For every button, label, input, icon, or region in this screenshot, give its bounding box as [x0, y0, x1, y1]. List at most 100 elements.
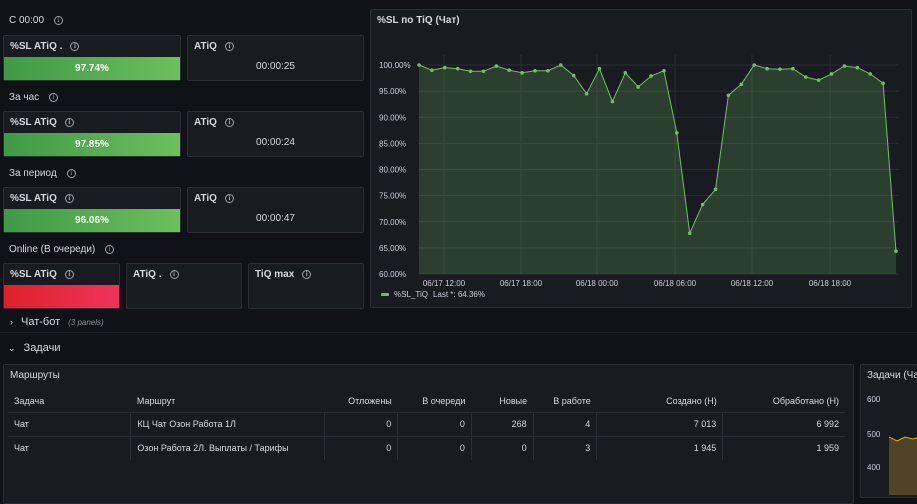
panel-title: ATiQ i	[194, 41, 234, 52]
x-tick-label: 06/17 12:00	[423, 279, 466, 288]
data-point	[546, 68, 550, 73]
timeseries-chart[interactable]: 100.00% 95.00% 90.00% 85.00% 80.00% 75.00% 70.…	[371, 30, 911, 305]
info-icon[interactable]: i	[54, 16, 64, 25]
sl-value-bar: 96.06%	[4, 209, 180, 232]
data-point	[455, 66, 460, 71]
info-icon[interactable]: i	[224, 118, 234, 127]
atiq-value: 00:00:47	[256, 213, 295, 224]
info-icon[interactable]: i	[105, 245, 115, 254]
data-point	[687, 231, 692, 236]
table-cell: 7 013	[596, 411, 723, 436]
table-row[interactable]: Чат Озон Работа 2Л. Выплаты / Тарифы 0 0…	[8, 435, 845, 460]
table-cell: Чат	[8, 411, 131, 436]
data-point	[726, 93, 731, 98]
panel-title: TiQ max i	[255, 269, 312, 280]
data-point	[571, 73, 576, 78]
tasks-chart-panel[interactable]: Задачи (Ча 600 500 400	[860, 364, 917, 498]
section-title-online: Online (В очереди) i	[9, 244, 115, 255]
stat-panel-online-tiq-max[interactable]: TiQ max i	[248, 263, 364, 309]
column-header[interactable]: Отложены	[348, 395, 392, 406]
data-point	[507, 68, 512, 73]
data-point	[649, 74, 653, 78]
data-point	[468, 69, 473, 74]
stat-panel-online-atiq[interactable]: ATiQ . i	[126, 263, 242, 309]
y-tick-label: 500	[867, 430, 881, 439]
info-icon[interactable]: i	[70, 42, 80, 51]
data-point	[442, 65, 447, 70]
table-cell: 1 945	[596, 435, 723, 460]
legend[interactable]: %SL_TiQ Last *: 64.36%	[381, 290, 485, 299]
table-cell: 3	[532, 435, 597, 460]
column-header[interactable]: Задача	[14, 395, 45, 406]
info-icon[interactable]: i	[66, 169, 76, 178]
stat-panel-period-atiq[interactable]: ATiQ i 00:00:47	[187, 187, 364, 233]
info-icon[interactable]: i	[64, 270, 74, 279]
table-cell: 0	[323, 411, 398, 436]
series-line	[418, 64, 897, 252]
stat-panel-period-sl[interactable]: %SL ATiQ i 96.06%	[3, 187, 181, 233]
sl-value-bar: 97.85%	[4, 133, 180, 156]
stat-panel-hour-atiq[interactable]: ATiQ i 00:00:24	[187, 111, 364, 157]
legend-series-name: %SL_TiQ	[394, 290, 428, 299]
table-cell: 0	[397, 435, 472, 460]
table-row[interactable]: Чат КЦ Чат Озон Работа 1Л 0 0 268 4 7 01…	[8, 411, 845, 436]
stat-panel-hour-sl[interactable]: %SL ATiQ i 97.85%	[3, 111, 181, 157]
y-tick-label: 75.00%	[379, 192, 406, 201]
info-icon[interactable]: i	[302, 270, 312, 279]
table-cell: 1 959	[722, 435, 845, 460]
column-header[interactable]: Создано (Н)	[666, 395, 717, 406]
x-tick-label: 06/18 00:00	[576, 279, 619, 288]
info-icon[interactable]: i	[64, 194, 74, 203]
info-icon[interactable]: i	[224, 42, 234, 51]
stat-panel-now-atiq[interactable]: ATiQ i 00:00:25	[187, 35, 364, 81]
info-icon[interactable]: i	[64, 118, 74, 127]
data-point	[842, 64, 847, 68]
panel-title: %SL ATiQ i	[10, 117, 74, 128]
y-tick-label: 65.00%	[379, 244, 406, 253]
y-tick-label: 90.00%	[379, 113, 406, 122]
row-divider	[0, 332, 917, 333]
y-tick-label: 60.00%	[379, 270, 406, 279]
data-point	[829, 72, 834, 76]
panel-title: %SL ATiQ i	[10, 193, 74, 204]
stat-panel-now-sl[interactable]: %SL ATiQ . i 97.74%	[3, 35, 181, 81]
y-tick-label: 80.00%	[379, 166, 406, 175]
x-tick-label: 06/17 18:00	[500, 279, 543, 288]
panel-title-text: %SL ATiQ	[10, 269, 57, 280]
data-point	[803, 75, 808, 79]
data-point	[700, 202, 705, 207]
stat-panel-online-sl[interactable]: %SL ATiQ i	[3, 263, 120, 309]
column-header[interactable]: Маршрут	[136, 395, 176, 406]
info-icon[interactable]: i	[49, 93, 59, 102]
column-header[interactable]: В работе	[553, 395, 591, 406]
column-header[interactable]: В очереди	[422, 395, 466, 406]
row-chatbot[interactable]: › Чат-бот (3 panels)	[10, 316, 104, 328]
data-point	[675, 131, 679, 135]
panel-title: ATiQ i	[194, 117, 234, 128]
column-header[interactable]: Обработано (Н)	[772, 395, 839, 406]
info-icon[interactable]: i	[169, 270, 179, 279]
section-title-now: С 00:00 i	[9, 15, 64, 26]
data-point	[752, 63, 756, 67]
y-tick-label: 95.00%	[379, 87, 406, 96]
info-icon[interactable]: i	[224, 194, 234, 203]
data-point	[662, 68, 666, 73]
data-point	[778, 67, 782, 71]
routes-panel[interactable]: Маршруты Задача Маршрут Отложены В очере…	[3, 364, 854, 504]
row-tasks[interactable]: ⌄ Задачи	[8, 342, 60, 354]
row-chatbot-count: (3 panels)	[68, 318, 104, 327]
timeseries-panel[interactable]: %SL по TiQ (Чат) 100.00% 95.00% 90.00% 85.0…	[370, 9, 912, 308]
column-header[interactable]: Новые	[499, 395, 528, 406]
legend-last-value: Last *: 64.36%	[432, 290, 485, 299]
data-point	[713, 187, 718, 192]
sl-value-bar: 97.74%	[4, 57, 180, 80]
section-title-now-label: С 00:00	[9, 15, 45, 26]
data-point	[881, 81, 885, 86]
section-title-period-label: За период	[9, 168, 57, 179]
panel-title: %SL ATiQ i	[10, 269, 74, 280]
y-tick-label: 400	[867, 463, 881, 472]
y-tick-label: 85.00%	[379, 139, 406, 148]
routes-table: Задача Маршрут Отложены В очереди Новые …	[8, 390, 845, 460]
routes-title: Маршруты	[10, 370, 60, 381]
row-tasks-title: Задачи	[23, 342, 61, 354]
